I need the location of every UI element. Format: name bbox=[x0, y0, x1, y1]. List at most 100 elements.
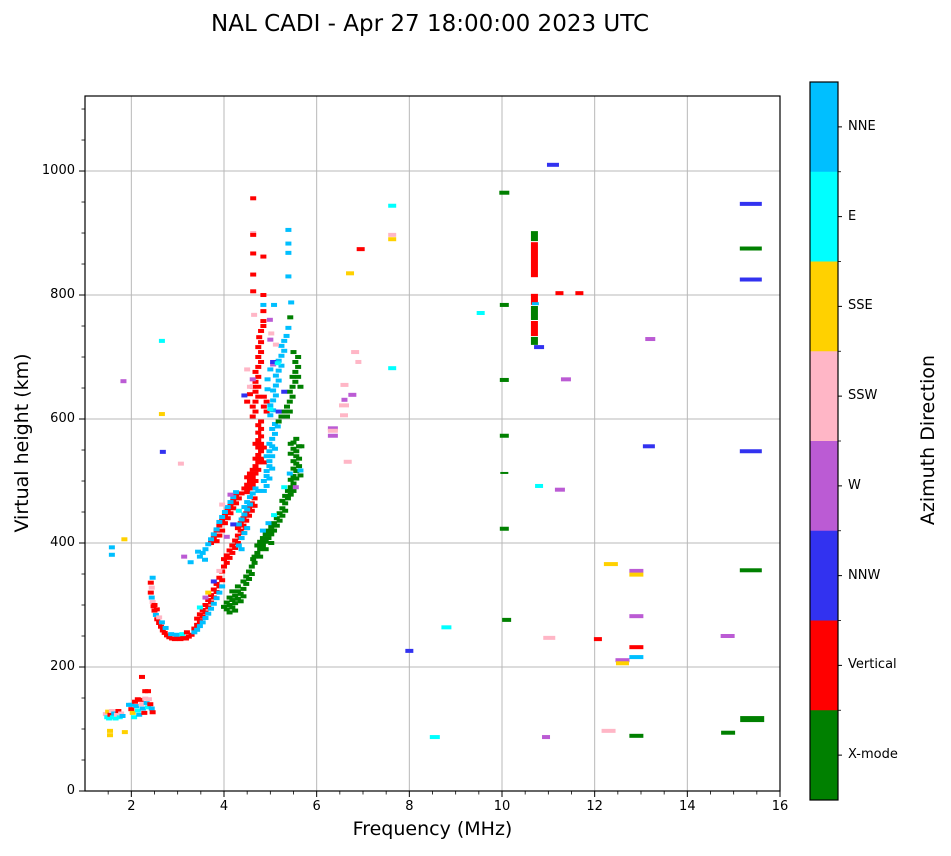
data-point bbox=[629, 645, 644, 650]
x-tick-label: 2 bbox=[127, 799, 136, 814]
data-point bbox=[205, 590, 212, 595]
data-point bbox=[271, 431, 278, 436]
data-point bbox=[188, 632, 195, 637]
data-point bbox=[173, 632, 180, 637]
data-point bbox=[133, 704, 140, 709]
data-point bbox=[221, 510, 228, 515]
data-point bbox=[271, 421, 278, 426]
data-point bbox=[234, 526, 241, 531]
data-point bbox=[270, 362, 277, 367]
data-point bbox=[263, 469, 270, 474]
data-point bbox=[560, 377, 571, 382]
data-point bbox=[229, 589, 236, 594]
data-point bbox=[603, 562, 618, 567]
data-point bbox=[142, 696, 149, 701]
data-point bbox=[327, 428, 338, 433]
data-point bbox=[131, 715, 138, 720]
y-tick-label: 1000 bbox=[41, 163, 75, 179]
data-point bbox=[132, 699, 139, 704]
data-point bbox=[290, 350, 297, 355]
data-point bbox=[271, 513, 278, 518]
data-point bbox=[227, 492, 234, 497]
data-point bbox=[229, 543, 236, 548]
data-point bbox=[274, 361, 281, 366]
x-tick-label: 16 bbox=[771, 799, 789, 814]
data-point bbox=[270, 359, 277, 364]
data-point bbox=[205, 542, 212, 547]
data-point bbox=[441, 625, 452, 630]
data-point bbox=[213, 596, 220, 601]
data-point bbox=[246, 384, 253, 389]
data-point bbox=[721, 730, 736, 735]
data-point bbox=[223, 534, 230, 539]
chart-title: NAL CADI - Apr 27 18:00:00 2023 UTC bbox=[211, 11, 649, 37]
colorbar-category-label: X-mode bbox=[848, 747, 898, 763]
data-point bbox=[205, 598, 212, 603]
y-tick-label: 800 bbox=[50, 287, 75, 302]
data-point bbox=[429, 735, 440, 740]
data-point bbox=[263, 454, 270, 459]
data-point bbox=[199, 550, 206, 555]
data-point bbox=[720, 634, 735, 639]
data-point bbox=[279, 506, 286, 511]
data-point bbox=[266, 459, 273, 464]
data-point bbox=[260, 488, 267, 493]
data-point bbox=[615, 661, 629, 666]
data-point bbox=[295, 374, 302, 379]
x-tick-label: 6 bbox=[312, 799, 321, 814]
data-point bbox=[226, 548, 233, 553]
data-point bbox=[388, 232, 397, 237]
data-point bbox=[229, 605, 236, 610]
data-point bbox=[286, 471, 293, 476]
data-point bbox=[151, 603, 158, 608]
data-point bbox=[128, 707, 135, 712]
data-point bbox=[149, 710, 156, 715]
data-point bbox=[266, 449, 273, 454]
data-point bbox=[531, 302, 539, 306]
data-point bbox=[258, 328, 265, 333]
data-point bbox=[181, 554, 188, 559]
data-point bbox=[629, 733, 644, 738]
data-point bbox=[279, 498, 286, 503]
data-point bbox=[275, 368, 282, 373]
data-point bbox=[251, 560, 258, 565]
data-point bbox=[255, 355, 262, 360]
data-point bbox=[235, 496, 242, 501]
data-point bbox=[249, 377, 256, 382]
data-point bbox=[120, 379, 127, 384]
data-point bbox=[121, 730, 128, 735]
data-point bbox=[202, 603, 209, 608]
data-point bbox=[356, 247, 365, 252]
data-point bbox=[278, 363, 285, 368]
data-point bbox=[258, 434, 265, 439]
data-point bbox=[255, 445, 262, 450]
data-point bbox=[281, 338, 288, 343]
data-point bbox=[278, 414, 285, 419]
data-point bbox=[108, 709, 115, 714]
data-point bbox=[113, 712, 120, 717]
data-point bbox=[284, 414, 291, 419]
data-point bbox=[226, 603, 233, 608]
data-point bbox=[284, 404, 291, 409]
data-point bbox=[216, 590, 223, 595]
data-point bbox=[179, 632, 186, 637]
data-point bbox=[293, 461, 300, 466]
data-point bbox=[252, 456, 259, 461]
data-point bbox=[260, 324, 267, 329]
data-point bbox=[252, 464, 259, 469]
data-point bbox=[263, 483, 270, 488]
data-point bbox=[252, 379, 259, 384]
data-point bbox=[161, 630, 168, 635]
data-point bbox=[270, 388, 277, 393]
data-point bbox=[244, 490, 251, 495]
data-point bbox=[237, 599, 244, 604]
data-point bbox=[246, 495, 253, 500]
data-point bbox=[252, 369, 259, 374]
data-point bbox=[739, 246, 762, 251]
data-point bbox=[195, 549, 202, 554]
data-point bbox=[340, 413, 349, 418]
data-point bbox=[223, 560, 230, 565]
data-point bbox=[251, 496, 258, 501]
data-point bbox=[266, 476, 273, 481]
